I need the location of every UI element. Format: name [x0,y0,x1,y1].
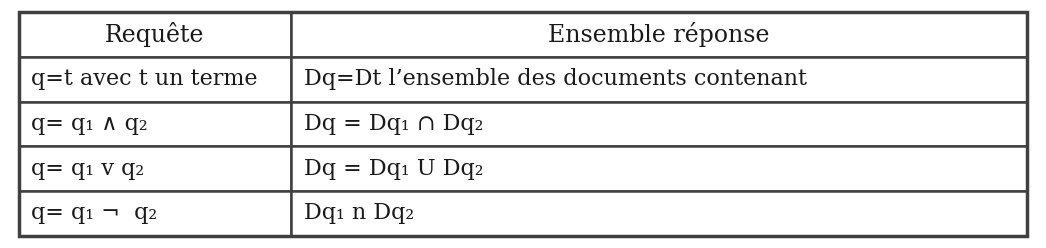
Bar [19,12,291,57]
Text: Dq = Dq₁ U Dq₂: Dq = Dq₁ U Dq₂ [303,158,483,180]
Bar [291,12,1027,57]
Text: Dq₁ n Dq₂: Dq₁ n Dq₂ [303,202,414,224]
Text: q=t avec t un terme: q=t avec t un terme [31,68,258,90]
Bar [291,102,1027,146]
Text: Dq=Dt l’ensemble des documents contenant: Dq=Dt l’ensemble des documents contenant [303,68,806,90]
Text: q= q₁ ¬  q₂: q= q₁ ¬ q₂ [31,202,158,224]
Bar [19,146,291,191]
Bar [291,146,1027,191]
Text: Dq = Dq₁ ∩ Dq₂: Dq = Dq₁ ∩ Dq₂ [303,113,483,135]
Text: q= q₁ ∧ q₂: q= q₁ ∧ q₂ [31,113,147,135]
Bar [291,57,1027,102]
Bar [291,191,1027,236]
Bar [19,191,291,236]
Bar [19,57,291,102]
Text: Ensemble réponse: Ensemble réponse [548,22,770,47]
Text: q= q₁ v q₂: q= q₁ v q₂ [31,158,144,180]
Bar [19,102,291,146]
Text: Requête: Requête [106,22,205,47]
